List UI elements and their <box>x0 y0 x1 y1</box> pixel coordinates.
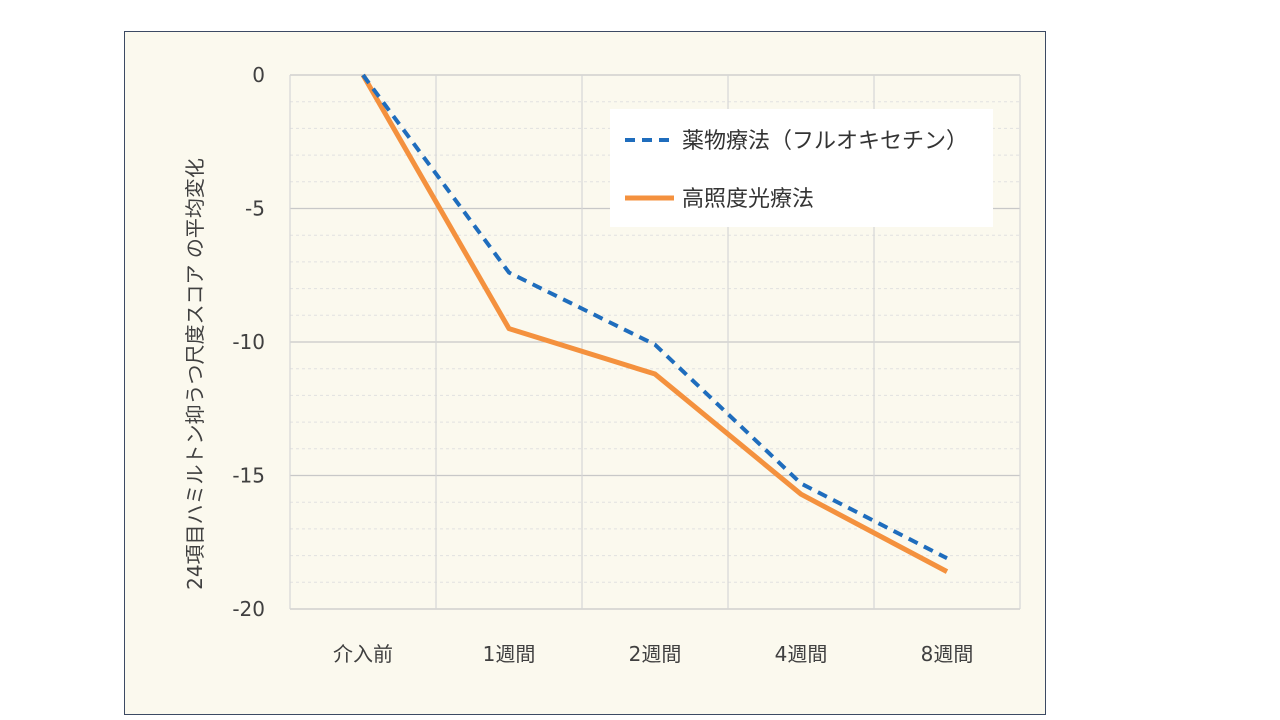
legend: 薬物療法（フルオキセチン） 高照度光療法 <box>610 109 993 227</box>
series-layer <box>360 73 949 574</box>
y-tick-label: -5 <box>245 197 265 221</box>
legend-label: 薬物療法（フルオキセチン） <box>682 129 968 154</box>
x-tick-label: 4週間 <box>775 642 828 666</box>
y-axis-ticks: 0 -5 -10 -15 -20 <box>232 63 265 621</box>
x-tick-label: 1週間 <box>483 642 536 666</box>
series-line-0 <box>361 73 948 561</box>
legend-label: 高照度光療法 <box>682 187 814 212</box>
series-line-1 <box>360 73 949 574</box>
y-tick-label: -10 <box>232 330 265 354</box>
y-axis-label: 24項目ハミルトン抑うつ尺度スコア の平均変化 <box>183 158 207 590</box>
chart-frame: 薬物療法（フルオキセチン） 高照度光療法 0 -5 -10 -15 -20 介入前 1週間 2… <box>124 31 1046 715</box>
x-tick-label: 2週間 <box>629 642 682 666</box>
x-tick-label: 8週間 <box>921 642 974 666</box>
y-tick-label: -15 <box>232 464 265 488</box>
legend-box <box>610 109 993 227</box>
line-chart: 薬物療法（フルオキセチン） 高照度光療法 0 -5 -10 -15 -20 介入前 1週間 2… <box>183 63 1021 666</box>
x-tick-label: 介入前 <box>333 642 393 666</box>
y-tick-label: -20 <box>232 597 265 621</box>
y-tick-label: 0 <box>252 63 265 87</box>
x-axis-ticks: 介入前 1週間 2週間 4週間 8週間 <box>333 642 973 666</box>
